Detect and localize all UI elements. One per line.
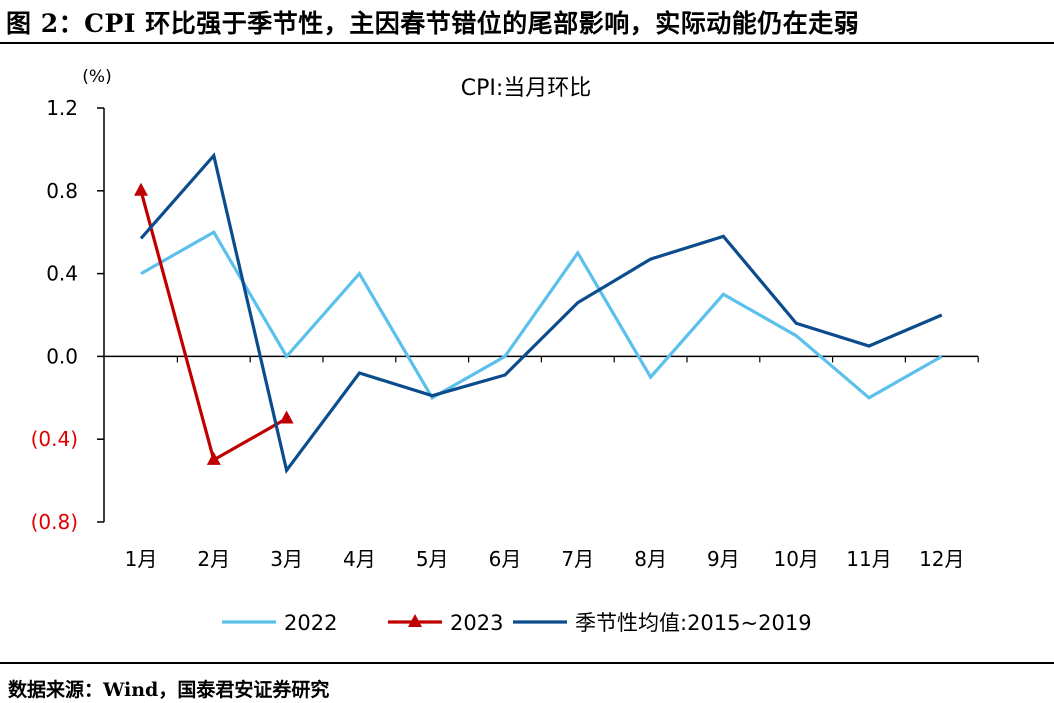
x-tick-label: 5月	[416, 547, 449, 571]
bottom-rule	[0, 662, 1054, 664]
x-tick-label: 11月	[846, 547, 891, 571]
y-tick-label: (0.8)	[31, 510, 78, 534]
legend-label: 2022	[284, 611, 337, 635]
y-tick-label: 1.2	[46, 96, 78, 120]
legend-label: 季节性均值:2015~2019	[575, 611, 812, 635]
top-rule	[0, 42, 1054, 44]
chart-title: CPI:当月环比	[461, 76, 592, 101]
data-point-marker	[206, 451, 221, 465]
y-axis-unit: (%)	[82, 67, 111, 87]
x-tick-label: 8月	[634, 547, 667, 571]
data-point-marker	[279, 410, 294, 424]
data-point-marker	[134, 182, 148, 196]
series-line	[140, 230, 943, 400]
figure-title: 图 2：CPI 环比强于季节性，主因春节错位的尾部影响，实际动能仍在走弱	[6, 9, 860, 38]
y-tick-label: 0.0	[46, 344, 78, 368]
series-2022	[140, 230, 943, 400]
legend-item: 季节性均值:2015~2019	[513, 611, 812, 635]
data-source: 数据来源：Wind，国泰君安证券研究	[8, 679, 330, 701]
x-tick-label: 4月	[343, 547, 376, 571]
legend-label: 2023	[450, 611, 503, 635]
x-tick-label: 12月	[919, 547, 964, 571]
series-2023	[134, 182, 294, 465]
x-tick-label: 2月	[197, 547, 230, 571]
axes: CPI:当月环比 (%)1.2 0.8 0.4 0.0 (0.4) (0.8) 1月 2月 3月 4…	[31, 67, 979, 571]
legend: 2022 2023 季节性均值:2015~2019	[222, 611, 812, 635]
x-tick-label: 1月	[125, 547, 158, 571]
series-季节性均值:2015~2019	[139, 152, 943, 475]
legend-item: 2023	[388, 611, 503, 635]
y-tick-label: 0.8	[46, 179, 78, 203]
y-tick-label: (0.4)	[31, 427, 78, 451]
x-tick-label: 9月	[707, 547, 740, 571]
series-line	[139, 152, 943, 475]
legend-item: 2022	[222, 611, 337, 635]
legend-marker	[408, 614, 422, 627]
x-tick-label: 3月	[270, 547, 303, 571]
x-tick-label: 7月	[561, 547, 594, 571]
series-layer	[134, 152, 943, 475]
x-tick-label: 6月	[489, 547, 522, 571]
y-tick-label: 0.4	[46, 262, 78, 286]
x-tick-label: 10月	[773, 547, 818, 571]
